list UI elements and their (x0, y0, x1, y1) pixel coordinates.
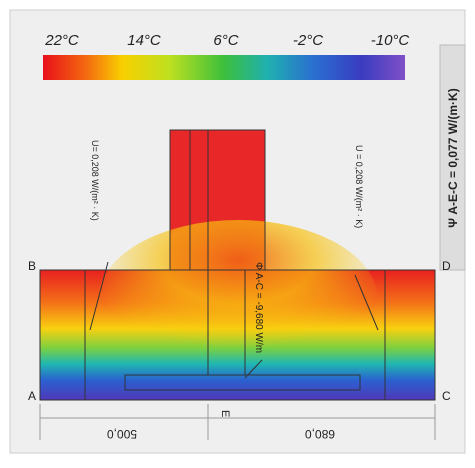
thermal-bridge-view: 22°C 14°C 6°C -2°C -10°C Ψ A-E-C = 0,077 W/(… (0, 0, 475, 463)
scale-label: 6°C (213, 32, 238, 49)
heat-bulge (98, 220, 378, 380)
u-value-label: U= 0,208 W/(m² · K) (90, 140, 100, 221)
scale-label: -2°C (293, 32, 323, 49)
scale-label: 22°C (44, 32, 79, 49)
point-label: A (28, 389, 36, 403)
u-value-label: U = 0,208 W/(m² · K) (354, 145, 364, 228)
heat-flow-label: Φ A-C = -9,680 W/m (253, 262, 264, 353)
point-label: C (442, 389, 451, 403)
point-label: E (219, 410, 231, 417)
scale-label: -10°C (371, 32, 410, 49)
color-scale (43, 55, 405, 80)
psi-value: Ψ A-E-C = 0,077 W/(m·K) (446, 88, 460, 227)
scale-label: 14°C (127, 32, 161, 49)
point-label: D (442, 259, 451, 273)
dimension-label: 680,0 (305, 427, 335, 441)
dimension-label: 500,0 (107, 427, 137, 441)
point-label: B (28, 259, 36, 273)
